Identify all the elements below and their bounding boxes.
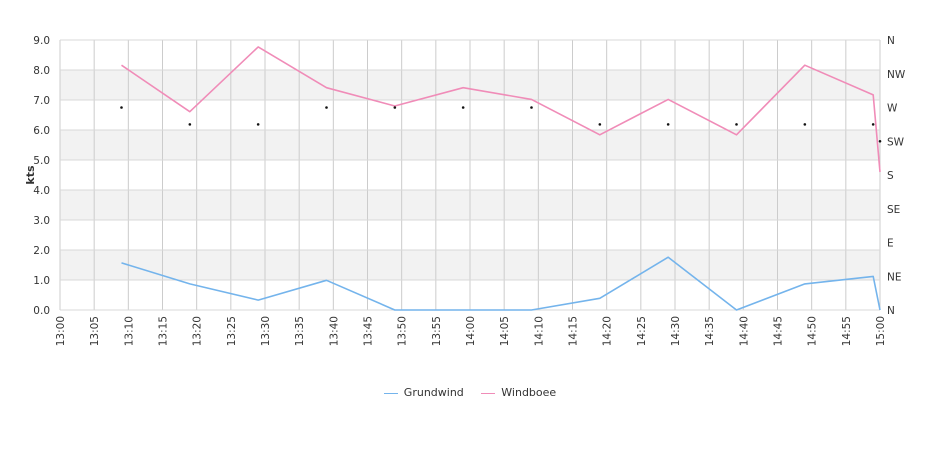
x-tick-label: 13:50 <box>397 316 409 346</box>
direction-tick-label: W <box>887 103 898 115</box>
direction-tick-label: N <box>887 305 895 317</box>
legend: Grundwind Windboee <box>0 386 940 399</box>
direction-tick-label: S <box>887 170 894 182</box>
x-tick-label: 13:05 <box>89 316 101 346</box>
y-axis-label: kts <box>24 165 37 185</box>
x-tick-label: 14:30 <box>670 316 682 346</box>
direction-point <box>393 106 397 109</box>
x-tick-label: 14:20 <box>602 316 614 346</box>
x-tick-label: 13:25 <box>226 316 238 346</box>
y-tick-label: 4.0 <box>33 185 50 197</box>
y-tick-label: 2.0 <box>33 245 50 257</box>
legend-item-windboee[interactable]: Windboee <box>481 386 556 399</box>
x-tick-label: 13:55 <box>431 316 443 346</box>
y-axis-ticks: 0.0 1.0 2.0 3.0 4.0 5.0 6.0 7.0 8.0 9.0 <box>33 35 50 317</box>
direction-point <box>666 123 670 126</box>
x-tick-label: 13:30 <box>260 316 272 346</box>
legend-label-grundwind: Grundwind <box>403 386 464 399</box>
x-tick-label: 13:15 <box>158 316 170 346</box>
direction-axis-ticks: N NE E SE S SW W NW N <box>887 35 906 317</box>
x-tick-label: 15:00 <box>875 316 887 346</box>
direction-point <box>803 123 807 126</box>
x-tick-label: 13:40 <box>328 316 340 346</box>
vertical-gridlines <box>59 40 881 310</box>
x-tick-label: 13:10 <box>123 316 135 346</box>
direction-tick-label: N <box>887 35 895 47</box>
x-tick-label: 13:20 <box>192 316 204 346</box>
y-tick-label: 1.0 <box>33 275 50 287</box>
x-tick-label: 14:10 <box>533 316 545 346</box>
x-tick-label: 14:25 <box>636 316 648 346</box>
legend-label-windboee: Windboee <box>501 386 557 399</box>
y-tick-label: 5.0 <box>33 155 50 167</box>
legend-swatch-windboee <box>481 392 496 394</box>
horizontal-gridlines <box>60 39 880 311</box>
y-tick-label: 0.0 <box>33 305 50 317</box>
x-tick-label: 13:00 <box>55 316 67 346</box>
series-lines <box>121 46 881 311</box>
direction-point <box>871 123 875 126</box>
direction-point <box>598 123 602 126</box>
x-tick-label: 14:35 <box>704 316 716 346</box>
direction-point <box>120 106 123 109</box>
x-tick-label: 14:05 <box>499 316 511 346</box>
x-tick-label: 13:35 <box>294 316 306 346</box>
x-tick-label: 14:55 <box>841 316 853 346</box>
x-tick-label: 14:50 <box>807 316 819 346</box>
y-tick-label: 6.0 <box>33 125 50 137</box>
direction-point <box>188 123 192 126</box>
direction-tick-label: SW <box>887 136 905 148</box>
series-line-windboee <box>121 46 881 173</box>
direction-point <box>461 106 465 109</box>
direction-points <box>120 106 882 143</box>
direction-tick-label: SE <box>887 204 900 216</box>
x-tick-label: 13:45 <box>363 316 375 346</box>
y-tick-label: 3.0 <box>33 215 50 227</box>
direction-tick-label: E <box>887 238 894 250</box>
legend-item-grundwind[interactable]: Grundwind <box>383 386 464 399</box>
x-tick-label: 14:45 <box>773 316 785 346</box>
direction-point <box>878 139 882 143</box>
y-tick-label: 8.0 <box>33 65 50 77</box>
series-line-grundwind <box>121 256 881 311</box>
x-axis-ticks: 13:00 13:05 13:10 13:15 13:20 13:25 13:30 13:35… <box>55 316 887 346</box>
direction-point <box>735 123 738 126</box>
direction-point <box>256 123 260 126</box>
direction-tick-label: NW <box>887 69 906 81</box>
x-tick-label: 14:15 <box>568 316 580 346</box>
legend-swatch-grundwind <box>383 392 398 394</box>
direction-point <box>530 106 533 109</box>
y-tick-label: 9.0 <box>33 35 50 47</box>
wind-chart: 13:00 13:05 13:10 13:15 13:20 13:25 13:30 13:35… <box>24 35 906 346</box>
direction-point <box>325 106 328 109</box>
y-tick-label: 7.0 <box>33 95 50 107</box>
x-tick-label: 14:40 <box>738 316 750 346</box>
direction-tick-label: NE <box>887 271 902 283</box>
x-tick-label: 14:00 <box>465 316 477 346</box>
